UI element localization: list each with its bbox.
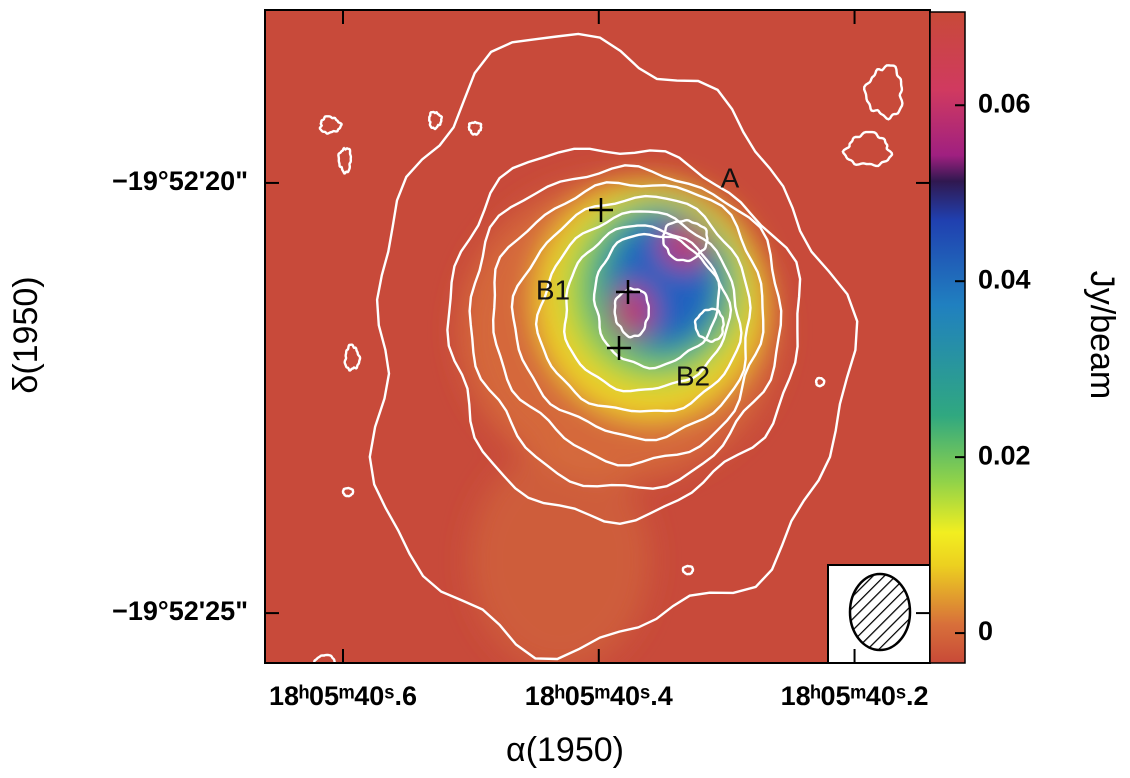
- contour: [841, 130, 894, 168]
- source-label: B1: [536, 274, 570, 305]
- contour: [562, 224, 733, 393]
- contour: [427, 110, 443, 131]
- colorbar-tick-label: 0.06: [978, 88, 1031, 118]
- contour: [468, 164, 783, 490]
- source-label: A: [721, 162, 740, 193]
- contour: [693, 307, 725, 344]
- contour: [368, 32, 859, 661]
- contour: [814, 376, 826, 388]
- colorbar-label: Jy/beam: [1083, 271, 1121, 400]
- contour: [467, 120, 483, 136]
- contour: [343, 343, 362, 372]
- markers: [589, 198, 640, 360]
- contour: [341, 486, 355, 498]
- contour: [862, 64, 904, 121]
- contour: [534, 210, 743, 413]
- x-tick-label: 18ʰ05ᵐ40ˢ.6: [269, 681, 417, 711]
- contour: [313, 653, 336, 663]
- x-tick-label: 18ʰ05ᵐ40ˢ.4: [525, 681, 673, 711]
- contour: [337, 146, 353, 175]
- map: [265, 10, 930, 663]
- colorbar-tick-label: 0.02: [978, 440, 1031, 470]
- contour: [592, 232, 721, 370]
- contour: [510, 194, 752, 442]
- contour: [491, 181, 765, 467]
- contour: [681, 564, 695, 576]
- x-axis-label: α(1950): [506, 731, 624, 769]
- contour: [613, 286, 651, 339]
- contour: [661, 218, 709, 263]
- x-tick-label: 18ʰ05ᵐ40ˢ.2: [781, 681, 929, 711]
- beam: [827, 564, 931, 664]
- colorbar: [929, 11, 966, 664]
- colorbar-tick-label: 0.04: [978, 264, 1031, 294]
- y-tick-label: −19°52'25": [112, 596, 248, 626]
- colorbar-tick-label: 0: [978, 616, 993, 646]
- y-tick-label: −19°52'20": [112, 166, 248, 196]
- y-axis-label: δ(1950): [7, 276, 45, 393]
- contour: [318, 115, 343, 135]
- contour: [446, 147, 802, 526]
- source-label: B2: [676, 360, 710, 391]
